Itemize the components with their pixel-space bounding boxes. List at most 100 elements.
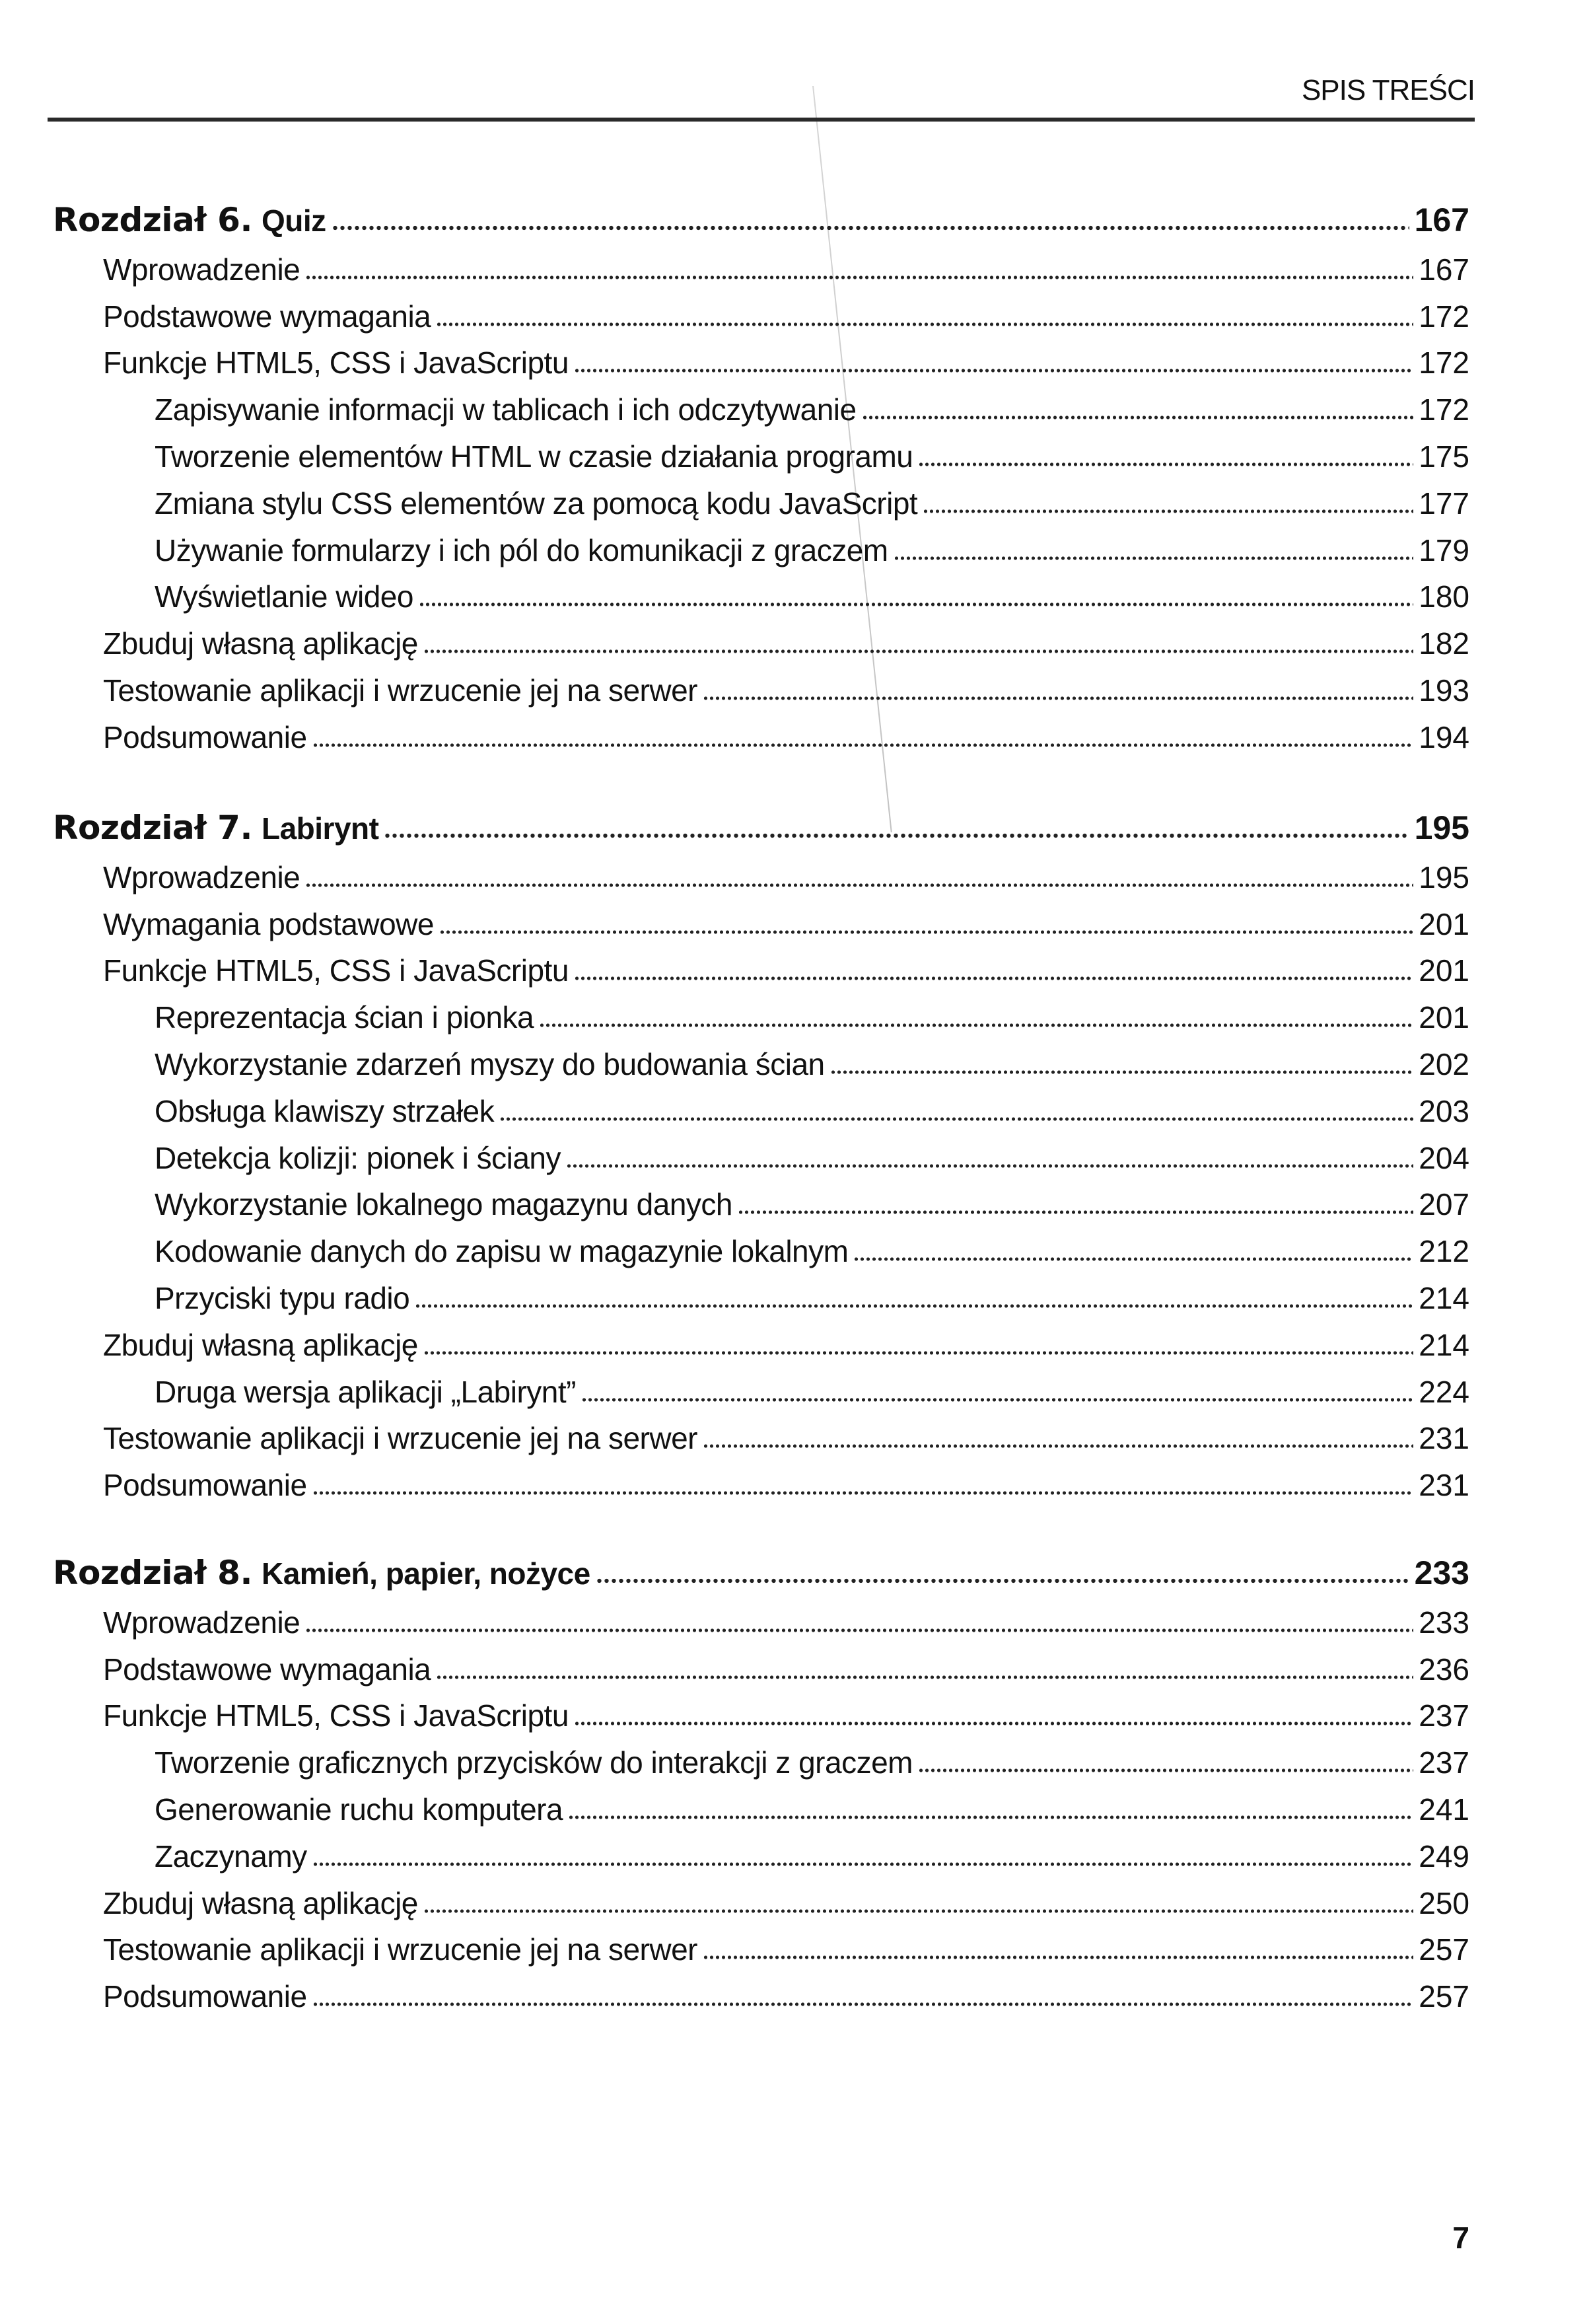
toc-entry[interactable]: Funkcje HTML5, CSS i JavaScriptu 237	[103, 1692, 1469, 1739]
chapter-heading[interactable]: Rozdział 8. Kamień, papier, nożyce 233	[53, 1550, 1469, 1597]
entry-page: 193	[1419, 673, 1469, 708]
toc-entry[interactable]: Zbuduj własną aplikację 182	[103, 620, 1469, 667]
entry-page: 172	[1419, 299, 1469, 334]
dot-leader	[499, 1116, 1414, 1122]
entry-page: 204	[1419, 1140, 1469, 1175]
toc-entry[interactable]: Testowanie aplikacji i wrzucenie jej na …	[103, 1926, 1469, 1973]
entry-page: 236	[1419, 1652, 1469, 1687]
dot-leader	[917, 1768, 1414, 1774]
entry-page: 202	[1419, 1047, 1469, 1081]
entry-page: 172	[1419, 392, 1469, 427]
entry-label: Przyciski typu radio	[155, 1281, 410, 1315]
toc-entry[interactable]: Generowanie ruchu komputera 241	[155, 1786, 1469, 1833]
entry-page: 250	[1419, 1885, 1469, 1920]
dot-leader	[738, 1210, 1414, 1216]
chapter-heading[interactable]: Rozdział 6. Quiz 167	[53, 197, 1469, 244]
chapter-label: Rozdział 6. Quiz	[53, 197, 326, 244]
entry-label: Testowanie aplikacji i wrzucenie jej na …	[103, 1932, 697, 1967]
toc-entry[interactable]: Wyświetlanie wideo 180	[155, 573, 1469, 620]
entry-label: Zmiana stylu CSS elementów za pomocą kod…	[155, 486, 918, 521]
toc-entry[interactable]: Zmiana stylu CSS elementów za pomocą kod…	[155, 480, 1469, 527]
dot-leader	[312, 742, 1414, 748]
dot-leader	[305, 882, 1414, 888]
chapter-number: Rozdział 8.	[53, 1554, 252, 1592]
entry-page: 175	[1419, 439, 1469, 474]
entry-page: 201	[1419, 1000, 1469, 1035]
entry-label: Wykorzystanie zdarzeń myszy do budowania…	[155, 1047, 825, 1081]
toc-entry[interactable]: Podstawowe wymagania 172	[103, 293, 1469, 340]
toc-entry[interactable]: Wprowadzenie 167	[103, 246, 1469, 293]
toc-entry[interactable]: Tworzenie elementów HTML w czasie działa…	[155, 433, 1469, 480]
chapter-heading[interactable]: Rozdział 7. Labirynt 195	[53, 805, 1469, 852]
toc-entry[interactable]: Zapisywanie informacji w tablicach i ich…	[155, 386, 1469, 433]
toc-entry[interactable]: Reprezentacja ścian i pionka 201	[155, 994, 1469, 1041]
toc-entry[interactable]: Wprowadzenie 233	[103, 1599, 1469, 1646]
chapter-title: Labirynt	[261, 811, 379, 846]
entry-label: Testowanie aplikacji i wrzucenie jej na …	[103, 673, 697, 708]
toc-entry[interactable]: Przyciski typu radio 214	[155, 1275, 1469, 1322]
entry-page: 194	[1419, 719, 1469, 754]
chapter-number: Rozdział 6.	[53, 201, 252, 239]
entry-label: Wyświetlanie wideo	[155, 579, 413, 614]
chapter-number: Rozdział 7.	[53, 809, 252, 847]
toc-entry[interactable]: Wykorzystanie zdarzeń myszy do budowania…	[155, 1041, 1469, 1088]
toc-entry[interactable]: Testowanie aplikacji i wrzucenie jej na …	[103, 1415, 1469, 1462]
toc-entry[interactable]: Wymagania podstawowe 201	[103, 901, 1469, 948]
dot-leader	[415, 1303, 1414, 1309]
entry-page: 182	[1419, 626, 1469, 661]
toc-entry[interactable]: Zbuduj własną aplikację 250	[103, 1880, 1469, 1927]
entry-label: Tworzenie elementów HTML w czasie działa…	[155, 439, 913, 474]
entry-page: 201	[1419, 906, 1469, 941]
toc-entry[interactable]: Kodowanie danych do zapisu w magazynie l…	[155, 1228, 1469, 1275]
toc-entry[interactable]: Podsumowanie 257	[103, 1973, 1469, 2020]
entry-label: Podsumowanie	[103, 719, 307, 754]
toc-entry[interactable]: Używanie formularzy i ich pól do komunik…	[155, 527, 1469, 574]
toc-entry[interactable]: Detekcja kolizji: pionek i ściany 204	[155, 1135, 1469, 1182]
toc-entry[interactable]: Funkcje HTML5, CSS i JavaScriptu 201	[103, 947, 1469, 994]
dot-leader	[568, 1815, 1414, 1820]
chapter-label: Rozdział 8. Kamień, papier, nożyce	[53, 1550, 590, 1597]
dot-leader	[539, 1023, 1414, 1029]
toc-entry[interactable]: Zaczynamy 249	[155, 1833, 1469, 1880]
chapter-page: 195	[1414, 809, 1469, 846]
entry-page: 167	[1419, 252, 1469, 287]
entry-page: 177	[1419, 486, 1469, 521]
entry-page: 231	[1419, 1421, 1469, 1456]
toc-entry[interactable]: Tworzenie graficznych przycisków do inte…	[155, 1739, 1469, 1786]
toc-entry[interactable]: Podsumowanie 231	[103, 1462, 1469, 1509]
running-header: SPIS TREŚCI	[1301, 74, 1475, 106]
dot-leader	[702, 1443, 1414, 1449]
chapter-page: 167	[1414, 201, 1469, 238]
dot-leader	[853, 1256, 1414, 1262]
entry-label: Wprowadzenie	[103, 859, 300, 894]
dot-leader	[923, 508, 1414, 514]
entry-label: Zbuduj własną aplikację	[103, 1327, 418, 1362]
toc-entry[interactable]: Obsługa klawiszy strzałek 203	[155, 1088, 1469, 1135]
entry-label: Podstawowe wymagania	[103, 1652, 431, 1687]
dot-leader	[312, 1490, 1414, 1496]
dot-leader	[573, 1721, 1414, 1727]
toc-entry[interactable]: Wykorzystanie lokalnego magazynu danych 2…	[155, 1181, 1469, 1228]
entry-label: Generowanie ruchu komputera	[155, 1792, 563, 1827]
dot-leader	[581, 1397, 1414, 1402]
entry-page: 257	[1419, 1932, 1469, 1967]
toc-entry[interactable]: Druga wersja aplikacji „Labirynt” 224	[155, 1369, 1469, 1416]
toc-entry[interactable]: Funkcje HTML5, CSS i JavaScriptu 172	[103, 340, 1469, 386]
entry-label: Wprowadzenie	[103, 1605, 300, 1640]
toc-entry[interactable]: Testowanie aplikacji i wrzucenie jej na …	[103, 667, 1469, 714]
toc-entry[interactable]: Wprowadzenie 195	[103, 854, 1469, 901]
entry-page: 180	[1419, 579, 1469, 614]
dot-leader	[918, 462, 1414, 467]
toc-entry[interactable]: Zbuduj własną aplikację 214	[103, 1322, 1469, 1369]
entry-label: Detekcja kolizji: pionek i ściany	[155, 1140, 561, 1175]
entry-page: 241	[1419, 1792, 1469, 1827]
dot-leader	[423, 1908, 1414, 1914]
dot-leader	[436, 321, 1414, 327]
toc-entry[interactable]: Podstawowe wymagania 236	[103, 1646, 1469, 1693]
dot-leader	[331, 225, 1409, 231]
entry-label: Zapisywanie informacji w tablicach i ich…	[155, 392, 857, 427]
dot-leader	[312, 2002, 1414, 2008]
toc-entry[interactable]: Podsumowanie 194	[103, 714, 1469, 761]
page-number: 7	[1452, 2220, 1469, 2255]
entry-page: 237	[1419, 1745, 1469, 1780]
